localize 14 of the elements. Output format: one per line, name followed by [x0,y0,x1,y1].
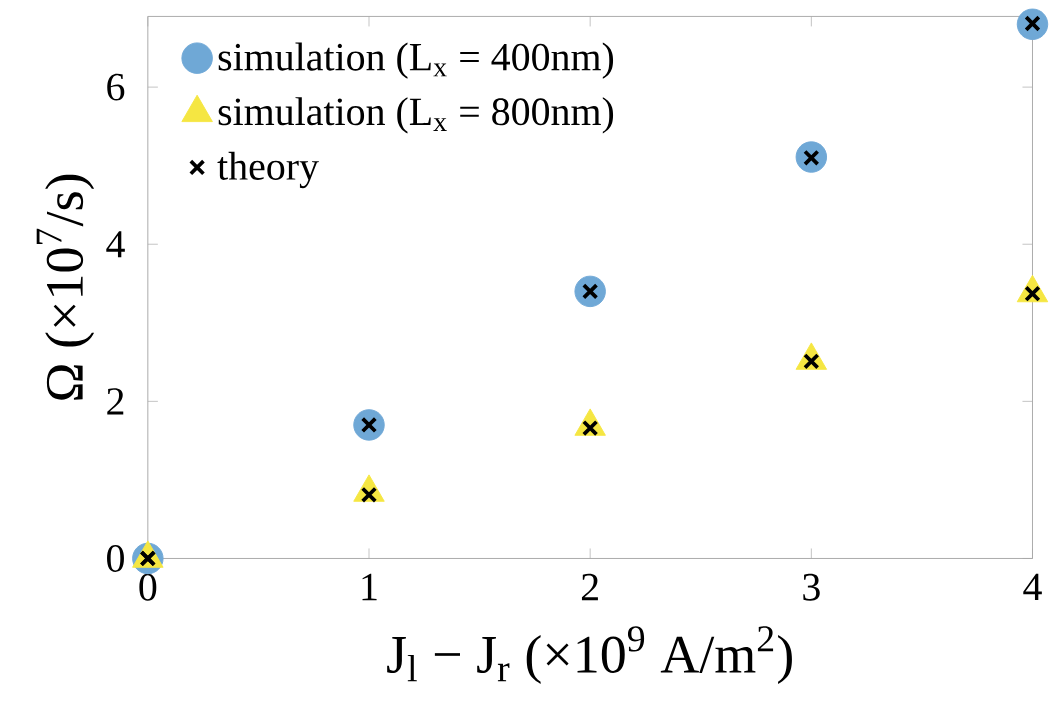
y-tick-label: 4 [106,231,125,258]
text: J$_{l}$ − J$_{r}$ (×10$^{9}$ A/m$^{2}$) [387,626,792,685]
legend-label: theory [217,152,319,189]
legend-label: simulation (L$_{x}$ = 400nm) [218,42,614,79]
x-tick-label: 1 [362,573,377,601]
y-tick-label: 6 [107,73,125,101]
y-tick-label: 2 [107,388,124,415]
y-tick-label: 0 [107,545,124,573]
x-tick-label: 4 [1023,573,1042,601]
y-axis-title: Ω (×10$^{7}$/s) [36,174,95,400]
x-tick-label: 2 [581,573,598,601]
x-tick-label: 3 [803,573,820,601]
legend-label: simulation (L$_{x}$ = 800nm) [218,97,614,134]
x-tick-label: 0 [139,573,157,601]
